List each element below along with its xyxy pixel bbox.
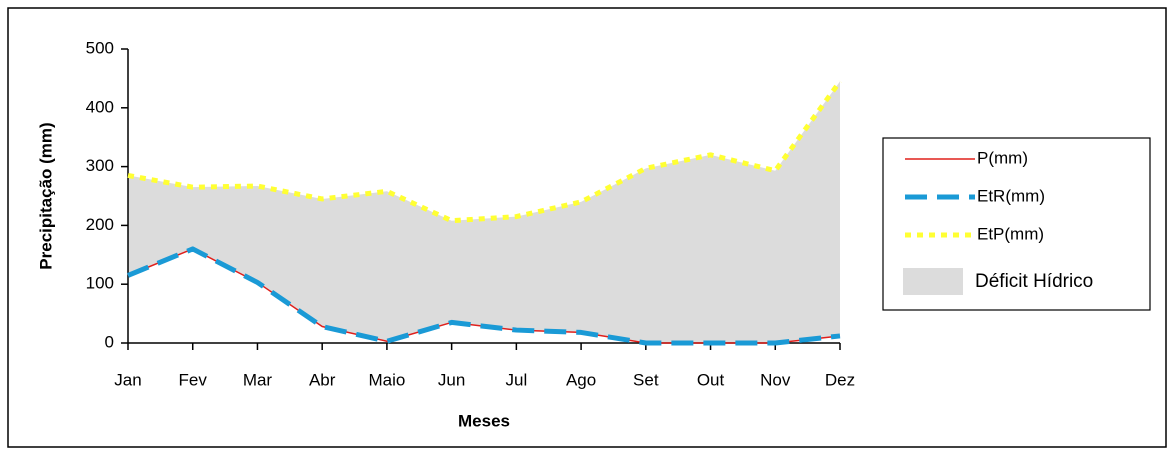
y-tick-label: 200 (86, 215, 114, 234)
x-tick-label: Nov (760, 370, 791, 389)
x-axis-title: Meses (458, 411, 510, 430)
x-tick-label: Ago (566, 370, 596, 389)
legend-label: Déficit Hídrico (975, 271, 1093, 292)
x-tick-label: Jan (114, 370, 141, 389)
y-tick-label: 100 (86, 274, 114, 293)
y-tick-label: 0 (105, 332, 114, 351)
x-tick-label: Mar (243, 370, 273, 389)
legend-label: EtP(mm) (977, 224, 1044, 243)
x-tick-label: Fev (179, 370, 208, 389)
y-tick-label: 500 (86, 38, 114, 57)
y-tick-label: 400 (86, 97, 114, 116)
deficit-area (128, 81, 840, 343)
x-tick-label: Jun (438, 370, 465, 389)
y-tick-label: 300 (86, 156, 114, 175)
y-axis-title: Precipitação (mm) (36, 122, 55, 269)
series-line (127, 79, 843, 224)
x-tick-label: Maio (368, 370, 405, 389)
legend-label: EtR(mm) (977, 186, 1045, 205)
x-tick-label: Set (633, 370, 659, 389)
legend-swatch (903, 268, 963, 295)
x-tick-label: Dez (825, 370, 855, 389)
x-tick-label: Abr (309, 370, 336, 389)
series-line (127, 246, 841, 346)
legend-label: P(mm) (977, 148, 1028, 167)
x-tick-label: Out (697, 370, 725, 389)
x-tick-label: Jul (505, 370, 527, 389)
